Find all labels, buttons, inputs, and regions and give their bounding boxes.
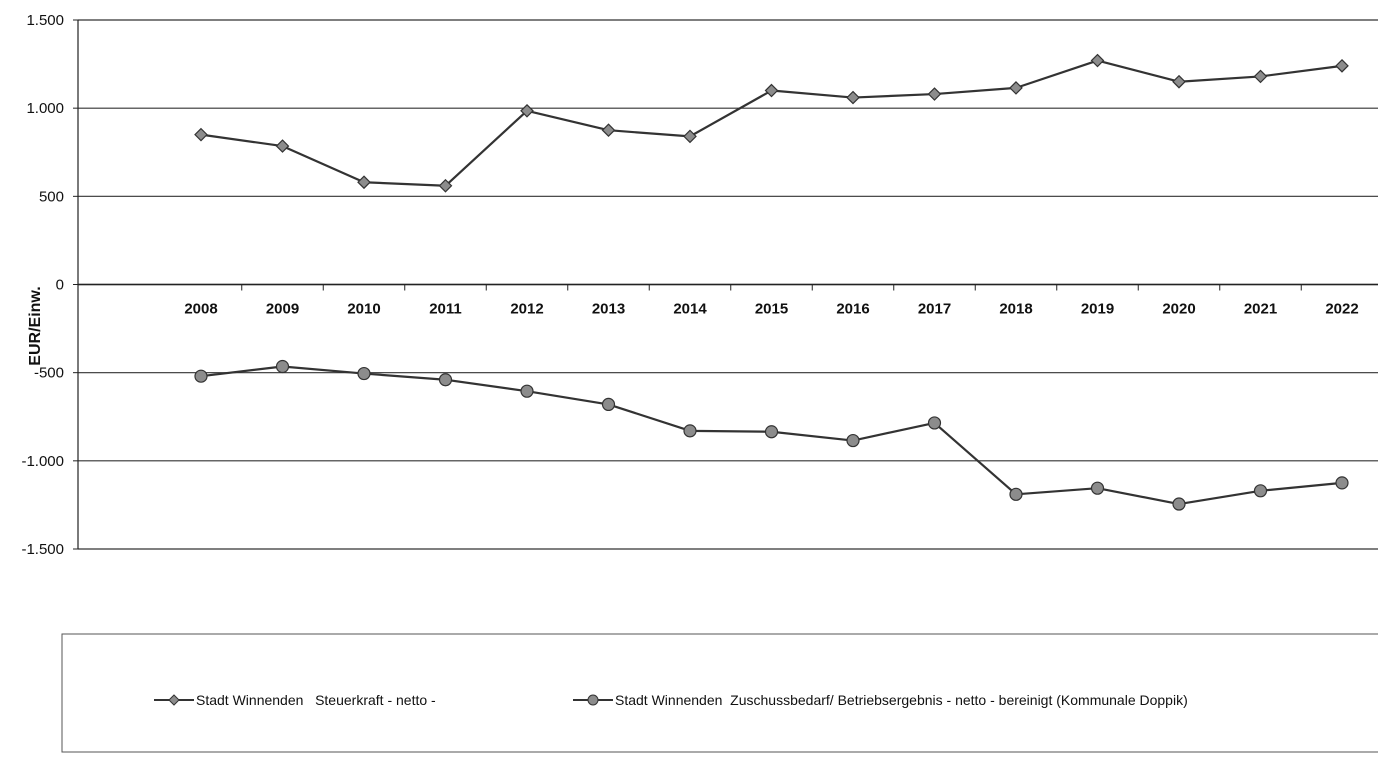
y-tick-labels: 1.500 1.000 500 0 -500 -1.000 -1.500 [21, 12, 64, 558]
legend-label-series-2: Stadt Winnenden Zuschussbedarf/ Betriebs… [615, 692, 1188, 708]
data-point-diamond [194, 127, 208, 142]
x-tick-label: 2009 [266, 301, 299, 318]
data-point-circle [275, 359, 290, 374]
data-point-diamond [1009, 81, 1023, 95]
data-point-circle [1335, 476, 1349, 490]
legend-item-series-1: Stadt Winnenden Steuerkraft - netto - [154, 692, 436, 708]
data-point-diamond [846, 90, 860, 105]
x-tick-label: 2021 [1244, 301, 1277, 318]
data-point-diamond [764, 83, 779, 98]
data-point-diamond [1172, 74, 1186, 89]
data-point-circle [438, 373, 453, 387]
data-point-circle [764, 425, 779, 439]
legend-circle-marker [587, 694, 599, 706]
x-tick-label: 2019 [1081, 301, 1114, 318]
y-tick-label: 1.500 [26, 12, 64, 29]
series-layer [194, 53, 1349, 511]
x-tick-label: 2022 [1325, 301, 1358, 318]
legend-diamond-marker [168, 694, 180, 706]
data-point-circle [520, 384, 534, 398]
data-point-circle [683, 424, 697, 438]
x-tick-labels: 2008 2009 2010 2011 2012 2013 2014 2015 2016 2017… [184, 301, 1358, 318]
data-point-circle [194, 369, 208, 383]
series-line-1 [200, 59, 1343, 187]
data-point-circle [1090, 481, 1105, 495]
data-point-diamond [520, 103, 534, 118]
x-tick-label: 2014 [673, 301, 707, 318]
x-tick-label: 2017 [918, 301, 951, 318]
legend-label-series-1: Stadt Winnenden Steuerkraft - netto - [196, 692, 436, 708]
data-point-circle [1009, 487, 1023, 501]
data-point-diamond [438, 178, 453, 193]
data-point-circle [357, 366, 371, 381]
data-point-diamond [927, 87, 942, 101]
y-tick-label: -1.500 [21, 541, 64, 558]
data-point-diamond [683, 129, 697, 144]
data-point-diamond [357, 175, 371, 190]
y-tick-label: 1.000 [26, 100, 64, 117]
data-point-diamond [1335, 58, 1349, 73]
data-point-circle [846, 433, 860, 448]
data-point-diamond [1090, 53, 1105, 68]
y-axis-title: EUR/Einw. [27, 286, 44, 365]
y-tick-label: 0 [56, 277, 64, 294]
y-tick-label: 500 [39, 188, 64, 205]
x-tick-label: 2012 [510, 301, 543, 318]
x-tick-label: 2013 [592, 301, 625, 318]
x-tick-label: 2011 [429, 301, 462, 318]
legend-item-series-2: Stadt Winnenden Zuschussbedarf/ Betriebs… [573, 692, 1188, 708]
data-point-circle [1172, 497, 1186, 511]
data-point-diamond [275, 139, 290, 153]
x-tick-label: 2016 [836, 301, 869, 318]
axis-layer [73, 19, 1378, 550]
data-point-circle [601, 397, 616, 412]
x-tick-label: 2015 [755, 301, 788, 318]
data-point-circle [1253, 484, 1268, 498]
legend-box [61, 633, 1378, 753]
x-tick-label: 2020 [1162, 301, 1195, 318]
x-tick-label: 2008 [184, 301, 217, 318]
x-tick-label: 2018 [999, 301, 1032, 318]
legend: Stadt Winnenden Steuerkraft - netto - St… [61, 633, 1378, 753]
y-tick-label: -500 [34, 365, 64, 382]
x-tick-label: 2010 [347, 301, 380, 318]
data-point-diamond [601, 123, 616, 138]
y-tick-label: -1.000 [21, 453, 64, 470]
data-point-diamond [1253, 69, 1268, 84]
data-point-circle [927, 416, 942, 430]
